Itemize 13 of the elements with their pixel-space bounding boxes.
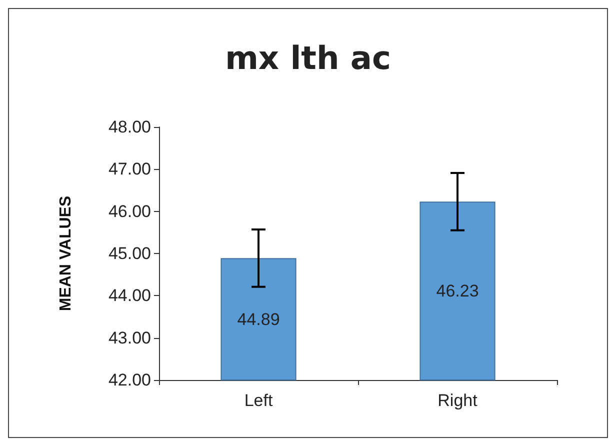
y-tick-label: 45.00 xyxy=(108,244,151,263)
y-tick-label: 48.00 xyxy=(108,118,151,136)
y-axis-title: MEAN VALUES xyxy=(58,196,74,312)
y-tick-label: 46.00 xyxy=(108,202,151,221)
x-tick-label: Left xyxy=(244,391,273,410)
chart-title: mx lth ac xyxy=(225,39,391,77)
y-tick-label: 43.00 xyxy=(108,328,151,348)
y-tick-label: 42.00 xyxy=(108,370,151,390)
data-label: 46.23 xyxy=(436,282,479,301)
y-tick-label: 47.00 xyxy=(108,160,151,179)
x-tick-label: Right xyxy=(438,391,478,410)
y-tick-label: 44.00 xyxy=(108,286,151,306)
data-label: 44.89 xyxy=(237,310,280,329)
